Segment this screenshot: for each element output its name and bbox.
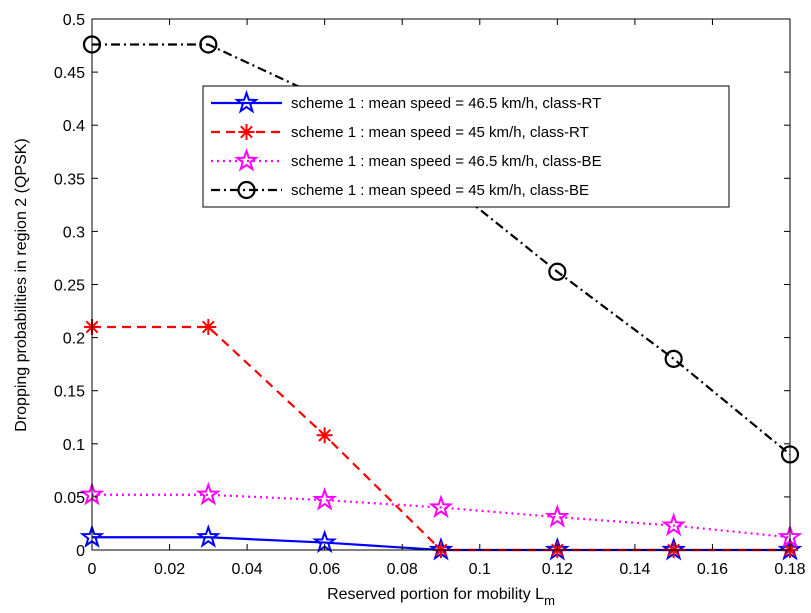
legend-marker (234, 89, 259, 114)
series-3-point (544, 504, 570, 528)
x-tick-label: 0.14 (619, 561, 650, 578)
legend-entry-3: scheme 1 : mean speed = 46.5 km/h, class… (211, 147, 602, 172)
legend-label: scheme 1 : mean speed = 45 km/h, class-R… (291, 124, 589, 141)
y-tick-label: 0.3 (63, 224, 85, 241)
legend-entry-4: scheme 1 : mean speed = 45 km/h, class-B… (211, 180, 589, 200)
x-axis-label-subscript: m (544, 593, 555, 608)
series-3 (79, 481, 803, 548)
y-tick-label: 0.05 (54, 490, 85, 507)
x-tick-label: 0.12 (542, 561, 573, 578)
series-3-point (661, 512, 687, 537)
series-2-point (200, 318, 217, 335)
legend: scheme 1 : mean speed = 46.5 km/h, class… (202, 85, 730, 208)
y-tick-label: 0.25 (54, 278, 85, 295)
x-tick-label: 0.16 (697, 561, 728, 578)
series-3-point (195, 481, 221, 506)
legend-marker (238, 124, 255, 140)
x-axis-label: Reserved portion for mobility Lm (327, 586, 555, 608)
series-4-point (548, 262, 567, 281)
y-tick-label: 0.4 (63, 118, 85, 135)
legend-label: scheme 1 : mean speed = 45 km/h, class-B… (291, 182, 589, 199)
y-axis-label: Dropping probabilities in region 2 (QPSK… (13, 138, 30, 431)
legend-label: scheme 1 : mean speed = 46.5 km/h, class… (291, 95, 601, 112)
series-4-point (199, 35, 218, 54)
tick-layer: 0 0.02 0.04 0.06 0.08 0.1 0.12 0.14 0.16 0.18 0 0.0… (54, 12, 806, 578)
x-tick-label: 0.18 (774, 561, 805, 578)
series-4-point (664, 349, 683, 368)
y-tick-label: 0.45 (54, 65, 85, 82)
series-1-point (195, 524, 221, 548)
y-tick-label: 0 (76, 543, 85, 560)
legend-marker-stroke-3 (240, 125, 253, 139)
series-2-point-stroke-3 (318, 428, 332, 442)
legend-box (202, 85, 730, 208)
legend-entry-2: scheme 1 : mean speed = 45 km/h, class-R… (211, 124, 589, 141)
x-tick-label: 0.02 (154, 561, 185, 578)
legend-entry-1: scheme 1 : mean speed = 46.5 km/h, class… (211, 89, 601, 114)
y-tick-label: 0.1 (63, 437, 85, 454)
series-2-point-stroke-3 (201, 320, 215, 334)
series-2-point (316, 427, 333, 444)
series-3-point (312, 487, 338, 511)
y-tick-label: 0.2 (63, 331, 85, 348)
legend-marker (234, 147, 259, 172)
x-axis-label-main: Reserved portion for mobility L (327, 586, 544, 603)
x-tick-label: 0.1 (469, 561, 491, 578)
y-tick-label: 0.15 (54, 384, 85, 401)
legend-marker (237, 180, 256, 200)
x-tick-label: 0 (88, 561, 97, 578)
x-tick-label: 0.06 (309, 561, 340, 578)
y-tick-label: 0.35 (54, 171, 85, 188)
legend-label: scheme 1 : mean speed = 46.5 km/h, class… (291, 153, 602, 170)
x-tick-label: 0.08 (387, 561, 418, 578)
x-tick-label: 0.04 (232, 561, 263, 578)
series-3-line (92, 493, 791, 539)
series-3-point (428, 494, 454, 519)
y-tick-label: 0.5 (63, 12, 85, 29)
